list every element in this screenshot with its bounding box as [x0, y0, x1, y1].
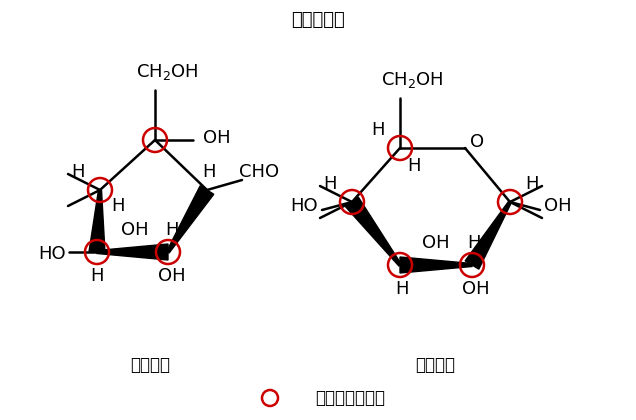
- Text: HO: HO: [290, 197, 318, 215]
- Text: H: H: [467, 234, 481, 252]
- Text: OH: OH: [422, 234, 450, 252]
- Text: OH: OH: [462, 280, 490, 298]
- Polygon shape: [345, 197, 401, 266]
- Text: は不斉炭素原子: は不斉炭素原子: [315, 389, 385, 407]
- Text: H: H: [323, 175, 336, 193]
- Polygon shape: [97, 244, 168, 260]
- Text: グルコース: グルコース: [291, 11, 345, 29]
- Polygon shape: [465, 201, 511, 269]
- Text: CH$_2$OH: CH$_2$OH: [381, 70, 443, 90]
- Polygon shape: [400, 257, 472, 273]
- Text: H: H: [165, 221, 179, 239]
- Text: HO: HO: [38, 245, 66, 263]
- Text: H: H: [202, 163, 216, 181]
- Text: OH: OH: [158, 267, 186, 285]
- Text: H: H: [90, 267, 104, 285]
- Polygon shape: [89, 190, 105, 252]
- Text: OH: OH: [544, 197, 572, 215]
- Text: OH: OH: [203, 129, 231, 147]
- Text: O: O: [470, 133, 484, 151]
- Text: OH: OH: [121, 221, 149, 239]
- Text: H: H: [395, 280, 409, 298]
- Text: H: H: [525, 175, 539, 193]
- Polygon shape: [167, 186, 214, 253]
- Text: H: H: [407, 157, 421, 175]
- Text: H: H: [71, 163, 85, 181]
- Text: H: H: [111, 197, 125, 215]
- Text: H: H: [371, 121, 385, 139]
- Text: CHO: CHO: [239, 163, 279, 181]
- Text: 鎖状構造: 鎖状構造: [130, 356, 170, 374]
- Text: CH$_2$OH: CH$_2$OH: [135, 62, 198, 82]
- Text: 環状構造: 環状構造: [415, 356, 455, 374]
